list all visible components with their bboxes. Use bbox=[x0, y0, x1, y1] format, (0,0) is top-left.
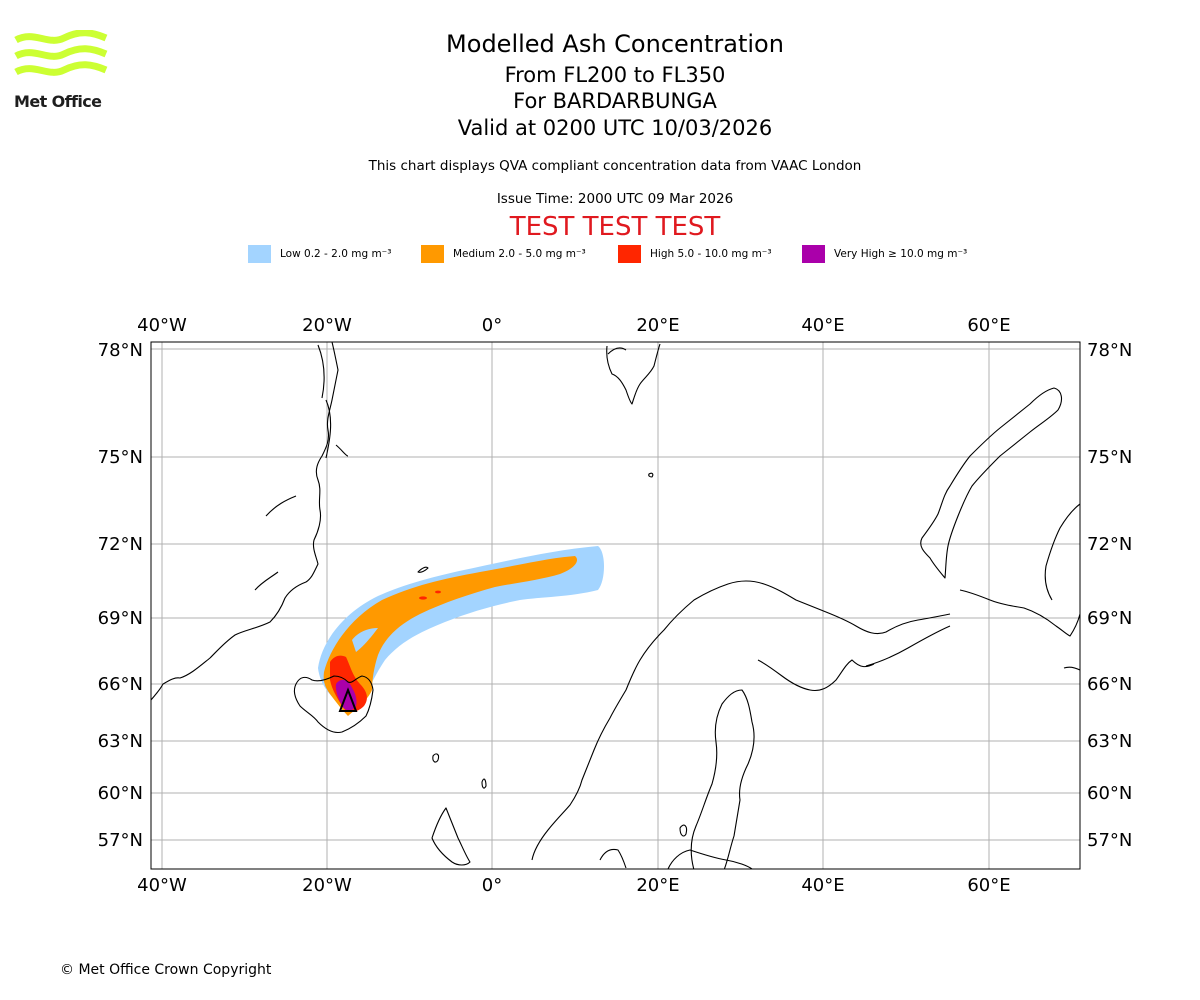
met-office-logo-icon bbox=[14, 30, 108, 76]
scotland-coastline bbox=[431, 807, 471, 866]
map-gridlines bbox=[151, 342, 1080, 869]
lat-label-60n-right: 60°N bbox=[1087, 783, 1132, 804]
lat-label-66n-left: 66°N bbox=[98, 674, 143, 695]
lon-label-60e-top: 60°E bbox=[967, 315, 1010, 336]
ash-plume-low bbox=[318, 546, 604, 705]
ash-plume-medium-pocket bbox=[352, 628, 378, 652]
lat-label-60n-left: 60°N bbox=[98, 783, 143, 804]
lat-labels-left: 78°N 75°N 72°N 69°N 66°N 63°N 60°N 57°N bbox=[98, 340, 143, 851]
lon-label-20w-top: 20°W bbox=[302, 315, 352, 336]
legend-label-very-high: Very High ≥ 10.0 mg m⁻³ bbox=[834, 248, 968, 260]
copyright-notice: © Met Office Crown Copyright bbox=[60, 962, 272, 978]
logo-text: Met Office bbox=[14, 92, 102, 111]
legend-item-medium: Medium 2.0 - 5.0 mg m⁻³ bbox=[421, 244, 586, 264]
yamal-coastline bbox=[1044, 503, 1080, 601]
lon-label-20e-bottom: 20°E bbox=[636, 875, 679, 896]
lon-label-40w-top: 40°W bbox=[137, 315, 187, 336]
valid-time: Valid at 0200 UTC 10/03/2026 bbox=[457, 116, 773, 140]
gotland-coastline bbox=[679, 824, 688, 837]
issue-time: Issue Time: 2000 UTC 09 Mar 2026 bbox=[496, 191, 734, 207]
greenland-coastline bbox=[151, 342, 339, 701]
lat-label-75n-left: 75°N bbox=[98, 447, 143, 468]
lon-label-60e-bottom: 60°E bbox=[967, 875, 1010, 896]
baltic-south-coastline bbox=[667, 849, 753, 869]
scandinavia-coastline bbox=[531, 580, 951, 861]
lon-label-0-bottom: 0° bbox=[482, 875, 502, 896]
russia-arctic-coastline bbox=[959, 589, 1080, 671]
ash-plume-high-spot-2 bbox=[435, 590, 441, 594]
triangle-icon bbox=[338, 687, 358, 712]
jan-mayen-coastline bbox=[417, 566, 429, 573]
gulf-of-bothnia-coastline bbox=[690, 689, 755, 869]
lat-label-63n-right: 63°N bbox=[1087, 731, 1132, 752]
lat-label-57n-left: 57°N bbox=[98, 830, 143, 851]
legend-swatch-medium bbox=[421, 245, 444, 263]
lon-label-40e-bottom: 40°E bbox=[801, 875, 844, 896]
lon-label-20w-bottom: 20°W bbox=[302, 875, 352, 896]
legend-item-high: High 5.0 - 10.0 mg m⁻³ bbox=[618, 244, 772, 264]
legend-swatch-very-high bbox=[802, 245, 825, 263]
lat-label-57n-right: 57°N bbox=[1087, 830, 1132, 851]
lat-label-69n-left: 69°N bbox=[98, 608, 143, 629]
lat-labels-right: 78°N 75°N 72°N 69°N 66°N 63°N 60°N 57°N bbox=[1087, 340, 1132, 851]
lat-label-72n-right: 72°N bbox=[1087, 534, 1132, 555]
svalbard-coastline bbox=[606, 343, 661, 405]
legend-label-low: Low 0.2 - 2.0 mg m⁻³ bbox=[280, 248, 392, 260]
iceland-coastline bbox=[293, 675, 374, 734]
lat-label-75n-right: 75°N bbox=[1087, 447, 1132, 468]
ash-plume bbox=[318, 546, 604, 716]
lon-label-20e-top: 20°E bbox=[636, 315, 679, 336]
white-sea-coastline bbox=[757, 625, 951, 692]
lat-label-72n-left: 72°N bbox=[98, 534, 143, 555]
coastlines bbox=[151, 342, 1080, 869]
greenland-fjords bbox=[254, 344, 349, 591]
faroe-coastline bbox=[432, 753, 440, 763]
chart-description: This chart displays QVA compliant concen… bbox=[368, 158, 862, 174]
lat-label-69n-right: 69°N bbox=[1087, 608, 1132, 629]
denmark-coastline bbox=[599, 848, 627, 869]
ash-plume-high-spot-1 bbox=[419, 596, 427, 600]
lon-labels-bottom: 40°W 20°W 0° 20°E 40°E 60°E bbox=[137, 875, 1010, 896]
legend-swatch-high bbox=[618, 245, 641, 263]
lat-label-78n-left: 78°N bbox=[98, 340, 143, 361]
legend-item-low: Low 0.2 - 2.0 mg m⁻³ bbox=[248, 244, 391, 264]
novaya-zemlya-coastline bbox=[920, 387, 1063, 579]
legend-swatch-low bbox=[248, 245, 271, 263]
test-banner: TEST TEST TEST bbox=[509, 212, 721, 242]
bear-island-coastline bbox=[648, 472, 654, 478]
map-frame bbox=[150, 341, 1081, 870]
lon-label-0-top: 0° bbox=[482, 315, 502, 336]
legend-label-high: High 5.0 - 10.0 mg m⁻³ bbox=[650, 248, 772, 260]
lon-label-40e-top: 40°E bbox=[801, 315, 844, 336]
lat-label-78n-right: 78°N bbox=[1087, 340, 1132, 361]
ash-concentration-map: 40°W 20°W 0° 20°E 40°E 60°E 40°W 20°W 0°… bbox=[98, 315, 1133, 896]
chart-title: Modelled Ash Concentration bbox=[446, 30, 784, 58]
legend-label-medium: Medium 2.0 - 5.0 mg m⁻³ bbox=[453, 248, 586, 260]
lat-label-63n-left: 63°N bbox=[98, 731, 143, 752]
lat-label-66n-right: 66°N bbox=[1087, 674, 1132, 695]
shetland-coastline bbox=[481, 778, 487, 789]
flight-level-range: From FL200 to FL350 bbox=[504, 63, 726, 87]
volcano-name: For BARDARBUNGA bbox=[513, 89, 717, 113]
lon-labels-top: 40°W 20°W 0° 20°E 40°E 60°E bbox=[137, 315, 1010, 336]
lon-label-40w-bottom: 40°W bbox=[137, 875, 187, 896]
legend-item-very-high: Very High ≥ 10.0 mg m⁻³ bbox=[802, 244, 967, 264]
